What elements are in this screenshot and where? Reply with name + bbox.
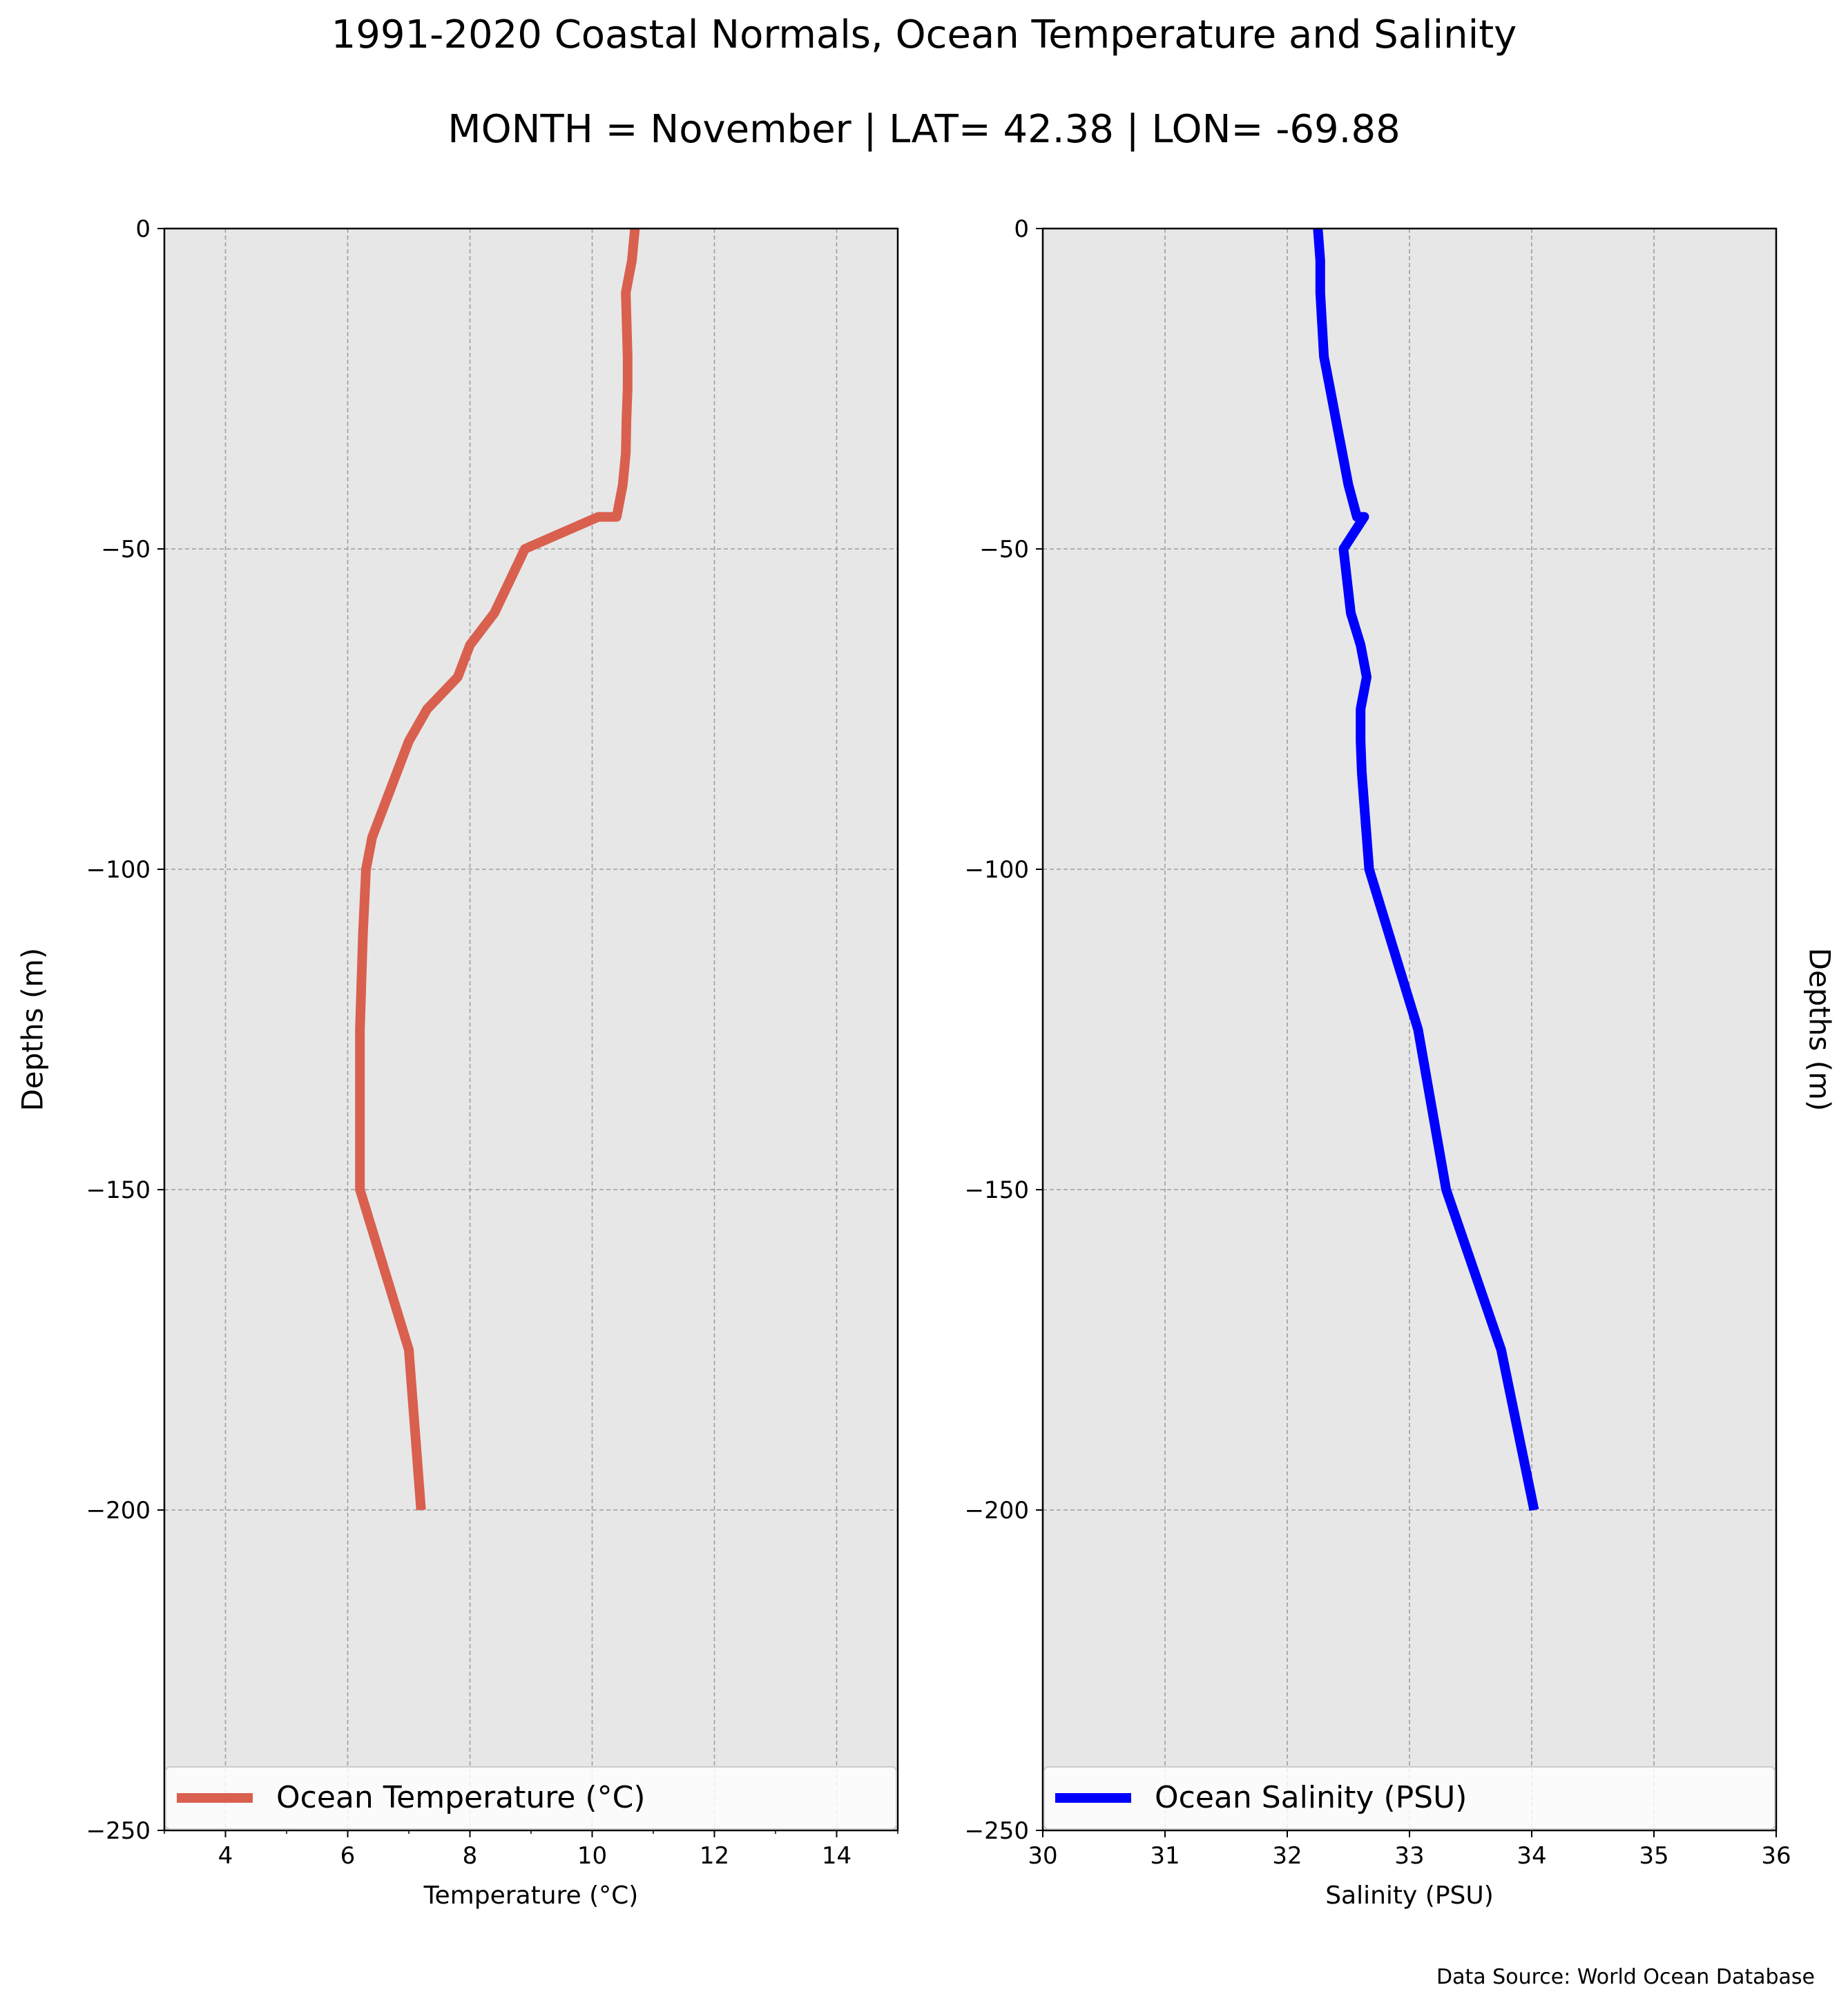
salinity-series-line [1313,228,1539,1511]
temperature-x-tick-label: 8 [463,1842,478,1870]
chart-subtitle: MONTH = November | LAT= 42.38 | LON= -69… [447,107,1401,152]
temperature-panel: 4 6 8 10 12 14 0 −50 −100 −150 −200 −250 Temperature… [16,215,899,1910]
temperature-y-tick-label: 0 [135,215,151,243]
salinity-y-tick-label: −250 [965,1817,1029,1845]
salinity-x-axis-label: Salinity (PSU) [1325,1881,1494,1910]
data-source-note: Data Source: World Ocean Database [1436,1965,1815,1989]
salinity-x-tick-label: 30 [1028,1842,1057,1870]
salinity-y-tick-label: −200 [965,1497,1029,1525]
temperature-x-tick-label: 14 [822,1842,851,1870]
salinity-legend: Ocean Salinity (PSU) [1043,1766,1775,1830]
salinity-y-tick-label: 0 [1014,215,1029,243]
temperature-y-axis-label: Depths (m) [16,948,50,1112]
salinity-y-tick-label: −100 [965,856,1029,884]
salinity-x-tick-label: 36 [1761,1842,1791,1870]
temperature-legend-box [165,1766,897,1830]
salinity-x-tick-label: 33 [1394,1842,1424,1870]
salinity-legend-box [1043,1766,1775,1830]
temperature-x-tick-label: 4 [218,1842,233,1870]
salinity-x-tick-label: 32 [1272,1842,1302,1870]
temperature-x-tick-label: 6 [340,1842,356,1870]
temperature-y-tick-label: −250 [86,1817,151,1845]
salinity-y-tick-label: −150 [965,1177,1029,1204]
chart-title: 1991-2020 Coastal Normals, Ocean Tempera… [331,12,1517,57]
temperature-y-tick-label: −50 [101,536,151,563]
temperature-x-tick-label: 12 [700,1842,729,1870]
salinity-y-tick-label: −50 [979,536,1029,563]
temperature-y-tick-label: −150 [86,1177,151,1204]
salinity-x-tick-label: 34 [1517,1842,1546,1870]
temperature-legend: Ocean Temperature (°C) [165,1766,897,1830]
salinity-y-axis-label: Depths (m) [1803,948,1837,1112]
temperature-y-tick-label: −200 [86,1497,151,1525]
salinity-x-tick-label: 35 [1639,1842,1668,1870]
temperature-series-line [355,228,640,1511]
salinity-x-tick-label: 31 [1150,1842,1180,1870]
temperature-x-tick-label: 10 [577,1842,607,1870]
temperature-y-tick-label: −100 [86,856,151,884]
temperature-plot-area [164,229,898,1830]
salinity-panel: 30 31 32 33 34 35 36 0 −50 −100 −150 −200 −250 Salini… [965,215,1837,1910]
salinity-legend-label: Ocean Salinity (PSU) [1155,1780,1467,1815]
temperature-legend-label: Ocean Temperature (°C) [276,1780,646,1815]
temperature-x-axis-label: Temperature (°C) [423,1881,639,1910]
